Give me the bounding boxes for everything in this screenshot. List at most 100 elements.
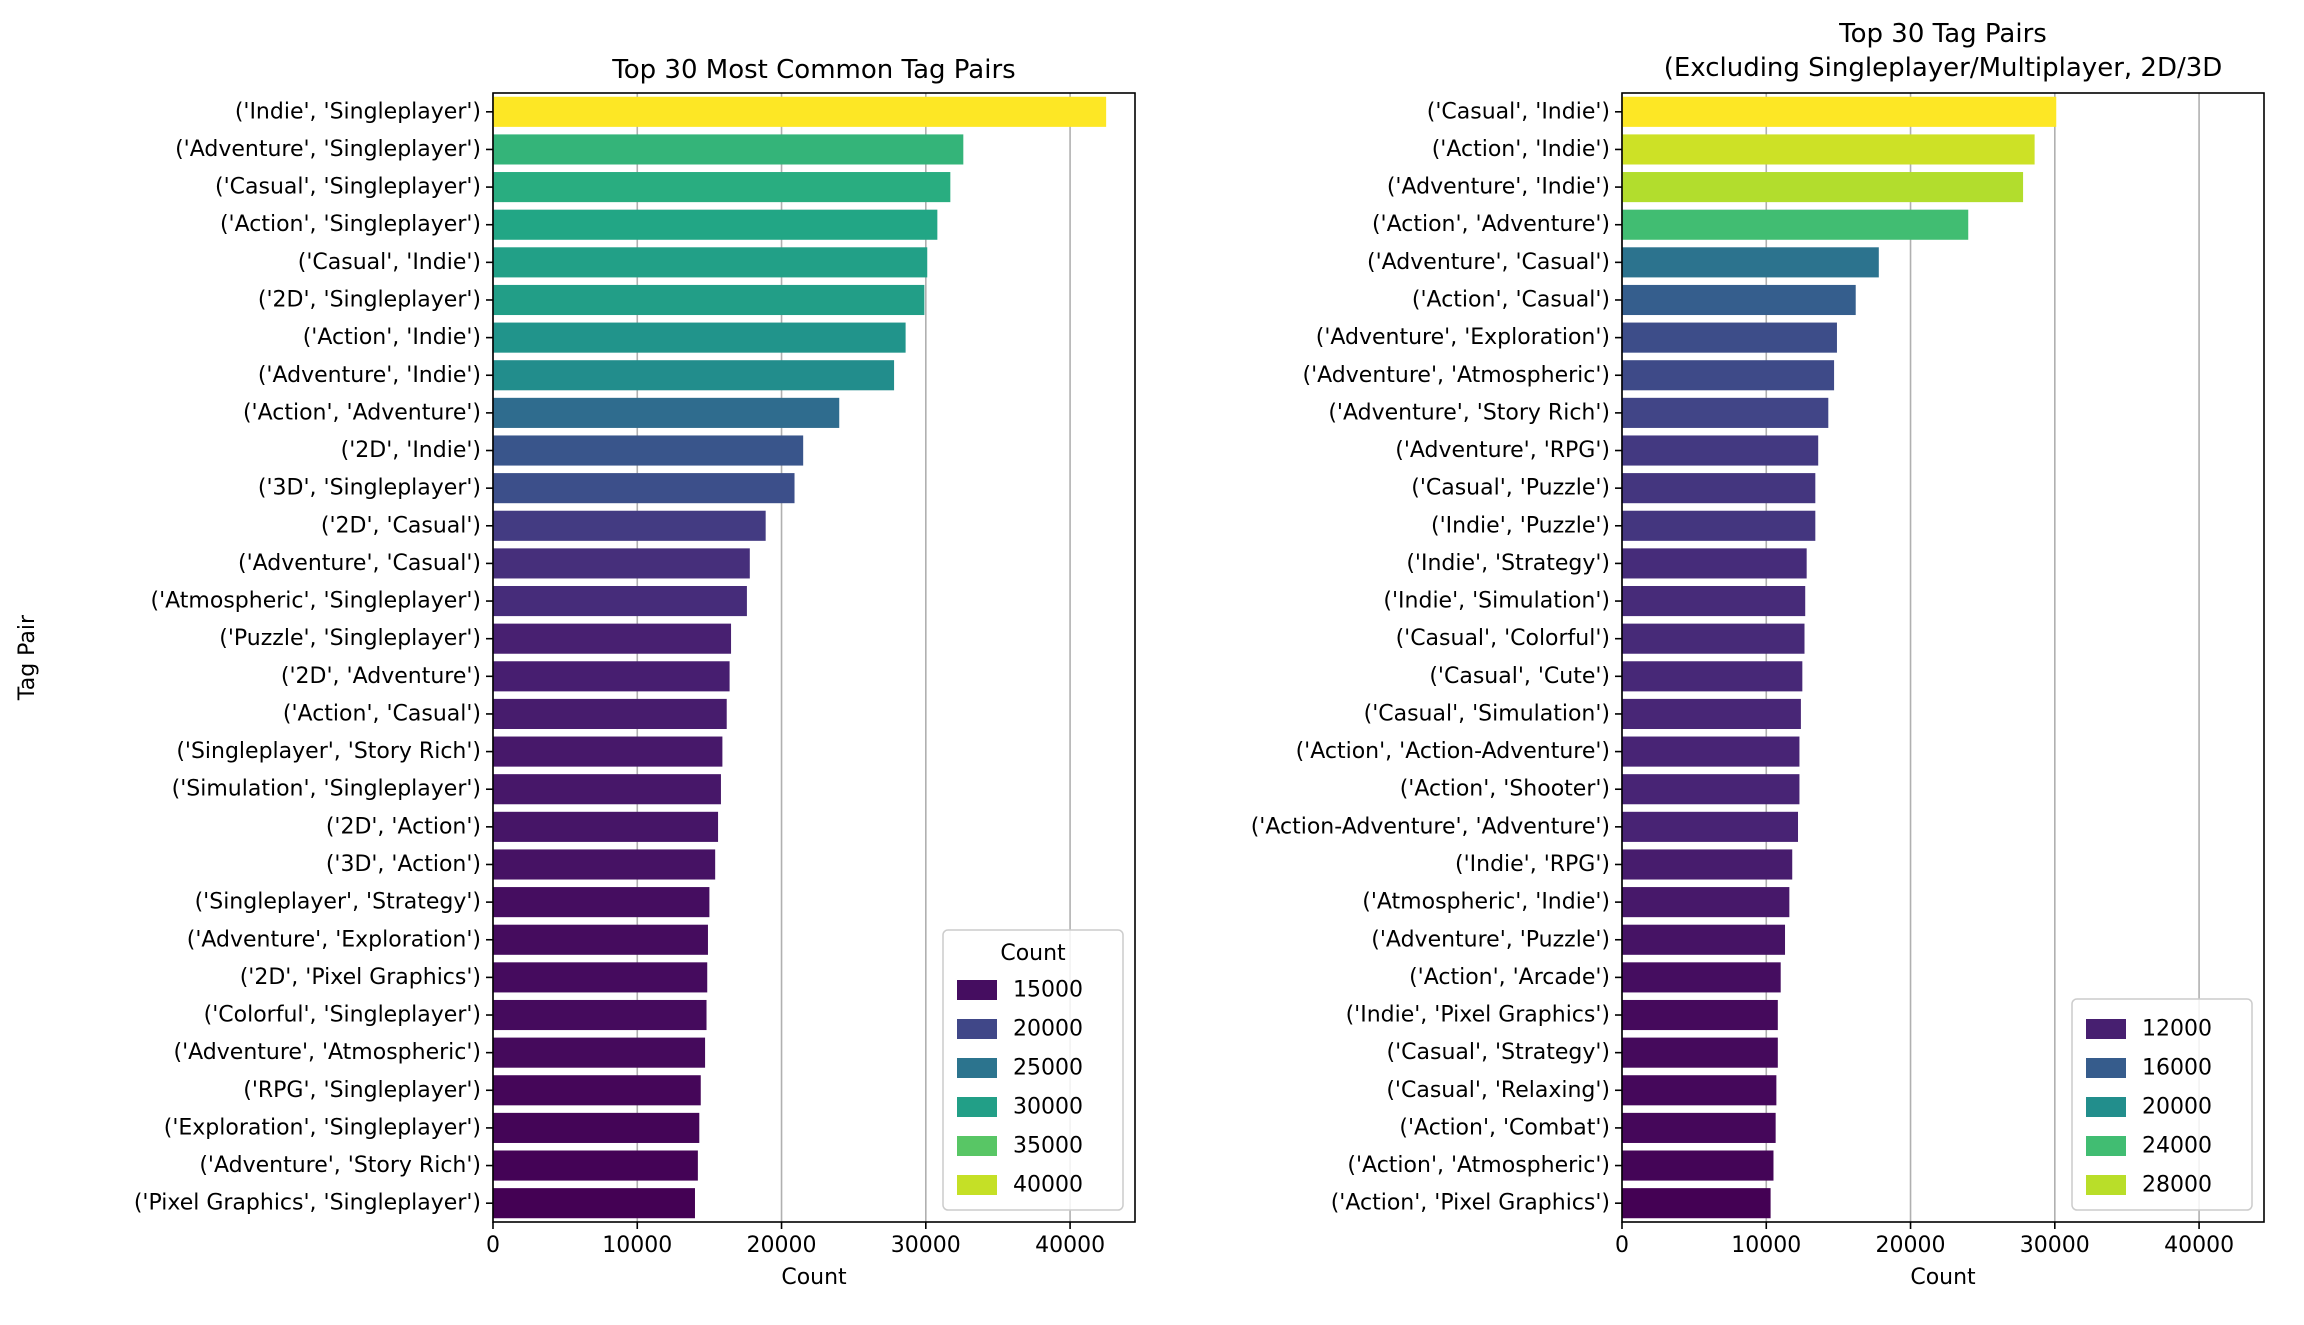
bar (1622, 96, 2057, 127)
legend-label: 25000 (1013, 1056, 1083, 1081)
y-tick-label: ('Casual', 'Cute') (1429, 664, 1610, 689)
y-tick-label: ('Singleplayer', 'Story Rich') (176, 739, 481, 764)
chart-title-line: (Excluding Singleplayer/Multiplayer, 2D/… (1664, 53, 2223, 83)
legend-swatch (2086, 1058, 2126, 1078)
bar (1622, 623, 1805, 654)
x-axis-title: Count (1910, 1265, 1976, 1290)
bar (1622, 811, 1799, 842)
legend-label: 20000 (2142, 1095, 2212, 1120)
bar (493, 322, 906, 353)
bar (493, 1112, 700, 1143)
bar (1622, 924, 1786, 955)
y-tick-label: ('Adventure', 'Puzzle') (1371, 927, 1610, 952)
y-tick-label: ('Pixel Graphics', 'Singleplayer') (134, 1191, 481, 1216)
legend-label: 35000 (1013, 1134, 1083, 1159)
legend: 12000 16000 20000 24000 28000 (2071, 998, 2253, 1211)
bar (1622, 698, 1801, 730)
bar (1622, 1150, 1774, 1181)
y-tick-label: ('Exploration', 'Singleplayer') (164, 1115, 481, 1140)
legend-swatch (2086, 1097, 2126, 1117)
bar (493, 247, 928, 278)
legend-swatch (957, 1058, 997, 1078)
y-tick-label: ('Casual', 'Simulation') (1364, 701, 1610, 726)
legend-swatch (957, 1097, 997, 1117)
legend-label: 16000 (2142, 1056, 2212, 1081)
bars (1622, 96, 2057, 1219)
y-tick-label: ('Adventure', 'Story Rich') (1328, 400, 1610, 425)
y-tick-label: ('Atmospheric', 'Indie') (1362, 890, 1610, 915)
bar (1622, 435, 1819, 466)
bar (493, 209, 938, 240)
bar (1622, 887, 1790, 918)
y-tick-label: ('Colorful', 'Singleplayer') (204, 1003, 481, 1028)
bar (493, 887, 710, 918)
y-tick-label: ('Adventure', 'Indie') (258, 363, 481, 388)
y-tick-label: ('Atmospheric', 'Singleplayer') (151, 589, 481, 614)
y-tick-label: ('Action', 'Indie') (1432, 137, 1610, 162)
bar (493, 548, 750, 579)
bar (1622, 360, 1835, 391)
bar (493, 134, 964, 165)
bar (493, 360, 895, 391)
y-tick-label: ('Action', 'Action-Adventure') (1296, 739, 1610, 764)
y-tick-label: ('3D', 'Singleplayer') (258, 476, 481, 501)
y-tick-label: ('Casual', 'Indie') (298, 250, 481, 275)
bar (493, 172, 951, 203)
y-tick-label: ('RPG', 'Singleplayer') (243, 1078, 481, 1103)
bar (493, 736, 723, 767)
legend-label: 40000 (1013, 1173, 1083, 1198)
x-tick-label: 40000 (1035, 1233, 1105, 1258)
y-tick-label: ('2D', 'Casual') (321, 513, 481, 538)
legend-label: 30000 (1013, 1095, 1083, 1120)
bar (1622, 322, 1837, 353)
y-tick-label: ('Adventure', 'Exploration') (187, 927, 481, 952)
legend: Count 15000 20000 25000 30000 35000 40000 (942, 929, 1124, 1211)
y-tick-label: ('Casual', 'Singleplayer') (215, 175, 481, 200)
bar (493, 811, 719, 842)
bar (493, 999, 707, 1031)
legend-swatch (2086, 1175, 2126, 1195)
bar (1622, 548, 1807, 579)
bar (1622, 1112, 1776, 1143)
legend-label: 24000 (2142, 1134, 2212, 1159)
legend-swatch (957, 1175, 997, 1195)
y-tick-label: ('Indie', 'Puzzle') (1431, 513, 1610, 538)
bar (1622, 774, 1800, 805)
bar (1622, 473, 1816, 504)
plot-frame (1621, 92, 2265, 1223)
y-tick-label: ('Indie', 'Simulation') (1383, 589, 1610, 614)
chart-title-line: Top 30 Tag Pairs (1838, 19, 2047, 49)
y-tick-label: ('Action', 'Adventure') (243, 400, 481, 425)
y-tick-label: ('Casual', 'Puzzle') (1411, 476, 1610, 501)
bar (493, 473, 795, 504)
bar (493, 585, 747, 617)
y-tick-label: ('Action', 'Casual') (283, 701, 481, 726)
y-tick-label: ('Action', 'Shooter') (1400, 777, 1610, 802)
legend-label: 20000 (1013, 1017, 1083, 1042)
legend-swatch (2086, 1019, 2126, 1039)
y-tick-label: ('Casual', 'Colorful') (1396, 626, 1610, 651)
x-axis-title: Count (781, 1265, 847, 1290)
chart-1: ('Indie', 'Singleplayer') ('Adventure', '… (15, 55, 1136, 1290)
bar (1622, 962, 1781, 993)
bar (493, 698, 727, 730)
plot-frame (492, 92, 1136, 1223)
bar (1622, 134, 2035, 165)
bar (493, 1037, 706, 1068)
chart-title-line: Top 30 Most Common Tag Pairs (611, 55, 1015, 85)
y-tick-label: ('Indie', 'Pixel Graphics') (1346, 1003, 1610, 1028)
bar (493, 623, 732, 654)
legend-swatch (2086, 1136, 2126, 1156)
bar (493, 661, 730, 692)
bar (493, 962, 708, 993)
chart-title: Top 30 Tag Pairs (Excluding Singleplayer/… (1664, 19, 2223, 83)
y-tick-label: ('Adventure', 'Atmospheric') (1303, 363, 1610, 388)
y-tick-label: ('Adventure', 'RPG') (1395, 438, 1610, 463)
y-tick-label: ('3D', 'Action') (326, 852, 481, 877)
y-tick-label: ('Adventure', 'Casual') (1367, 250, 1610, 275)
y-tick-label: ('Singleplayer', 'Strategy') (195, 890, 481, 915)
y-tick-label: ('Action', 'Combat') (1399, 1115, 1610, 1140)
x-tick-label: 30000 (891, 1233, 961, 1258)
x-tick-labels: 0 10000 20000 30000 40000 (1615, 1222, 2234, 1258)
